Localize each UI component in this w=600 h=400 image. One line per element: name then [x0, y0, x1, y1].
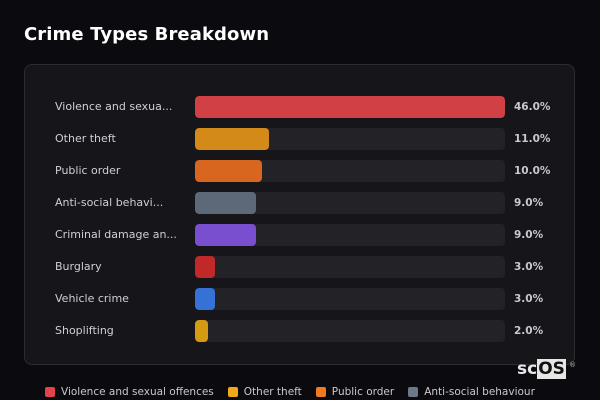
bar-fill[interactable] — [195, 96, 505, 118]
bar-value: 3.0% — [514, 261, 544, 273]
bar-value: 11.0% — [514, 133, 551, 145]
bar-label: Vehicle crime — [55, 292, 129, 305]
bar-track — [195, 224, 505, 246]
chart-legend: Violence and sexual offences Other theft P… — [45, 386, 535, 398]
bar-track — [195, 128, 505, 150]
bar-value: 2.0% — [514, 325, 544, 337]
legend-item[interactable]: Public order — [315, 386, 395, 398]
legend-label: Public order — [331, 386, 395, 398]
legend-item[interactable]: Violence and sexual offences — [45, 386, 214, 398]
legend-swatch-icon — [315, 387, 326, 397]
watermark-boxed: OS — [537, 359, 566, 379]
bar-track — [195, 96, 505, 118]
bar-label: Violence and sexua... — [55, 100, 173, 113]
registered-mark: ® — [569, 361, 576, 369]
bar-fill[interactable] — [195, 224, 256, 246]
bar-track — [195, 192, 505, 214]
bar-value: 3.0% — [514, 293, 544, 305]
legend-item[interactable]: Other theft — [227, 386, 302, 398]
watermark-logo: scOS ® — [517, 359, 576, 379]
bar-row[interactable]: Vehicle crime 3.0% — [25, 288, 574, 310]
bar-value: 10.0% — [514, 165, 551, 177]
chart-card: Violence and sexua... 46.0% Other theft 11.… — [24, 64, 575, 365]
bar-fill[interactable] — [195, 256, 216, 278]
bar-fill[interactable] — [195, 288, 216, 310]
bar-row[interactable]: Other theft 11.0% — [25, 128, 574, 150]
bar-row[interactable]: Criminal damage an... 9.0% — [25, 224, 574, 246]
bar-label: Shoplifting — [55, 324, 114, 337]
legend-item[interactable]: Anti-social behaviour — [408, 386, 535, 398]
legend-swatch-icon — [227, 387, 238, 397]
bar-label: Other theft — [55, 132, 116, 145]
legend-label: Other theft — [243, 386, 302, 398]
legend-label: Violence and sexual offences — [61, 386, 214, 398]
bar-fill[interactable] — [195, 320, 209, 342]
bar-track — [195, 320, 505, 342]
bar-label: Criminal damage an... — [55, 228, 177, 241]
chart-title: Crime Types Breakdown — [24, 24, 270, 45]
bar-value: 9.0% — [514, 229, 544, 241]
bar-row[interactable]: Public order 10.0% — [25, 160, 574, 182]
bar-row[interactable]: Shoplifting 2.0% — [25, 320, 574, 342]
watermark-prefix: sc — [517, 359, 538, 379]
bar-value: 46.0% — [514, 101, 551, 113]
legend-swatch-icon — [408, 387, 419, 397]
bar-fill[interactable] — [195, 192, 256, 214]
bar-track — [195, 256, 505, 278]
legend-swatch-icon — [45, 387, 55, 397]
legend-label: Anti-social behaviour — [424, 386, 535, 398]
bar-track — [195, 160, 505, 182]
bar-track — [195, 288, 505, 310]
bar-value: 9.0% — [514, 197, 544, 209]
bar-label: Burglary — [55, 260, 102, 273]
bar-label: Public order — [55, 164, 121, 177]
bar-label: Anti-social behavi... — [55, 196, 164, 209]
bar-row[interactable]: Violence and sexua... 46.0% — [25, 96, 574, 118]
bar-fill[interactable] — [195, 160, 263, 182]
bar-row[interactable]: Anti-social behavi... 9.0% — [25, 192, 574, 214]
bar-fill[interactable] — [195, 128, 270, 150]
bar-row[interactable]: Burglary 3.0% — [25, 256, 574, 278]
